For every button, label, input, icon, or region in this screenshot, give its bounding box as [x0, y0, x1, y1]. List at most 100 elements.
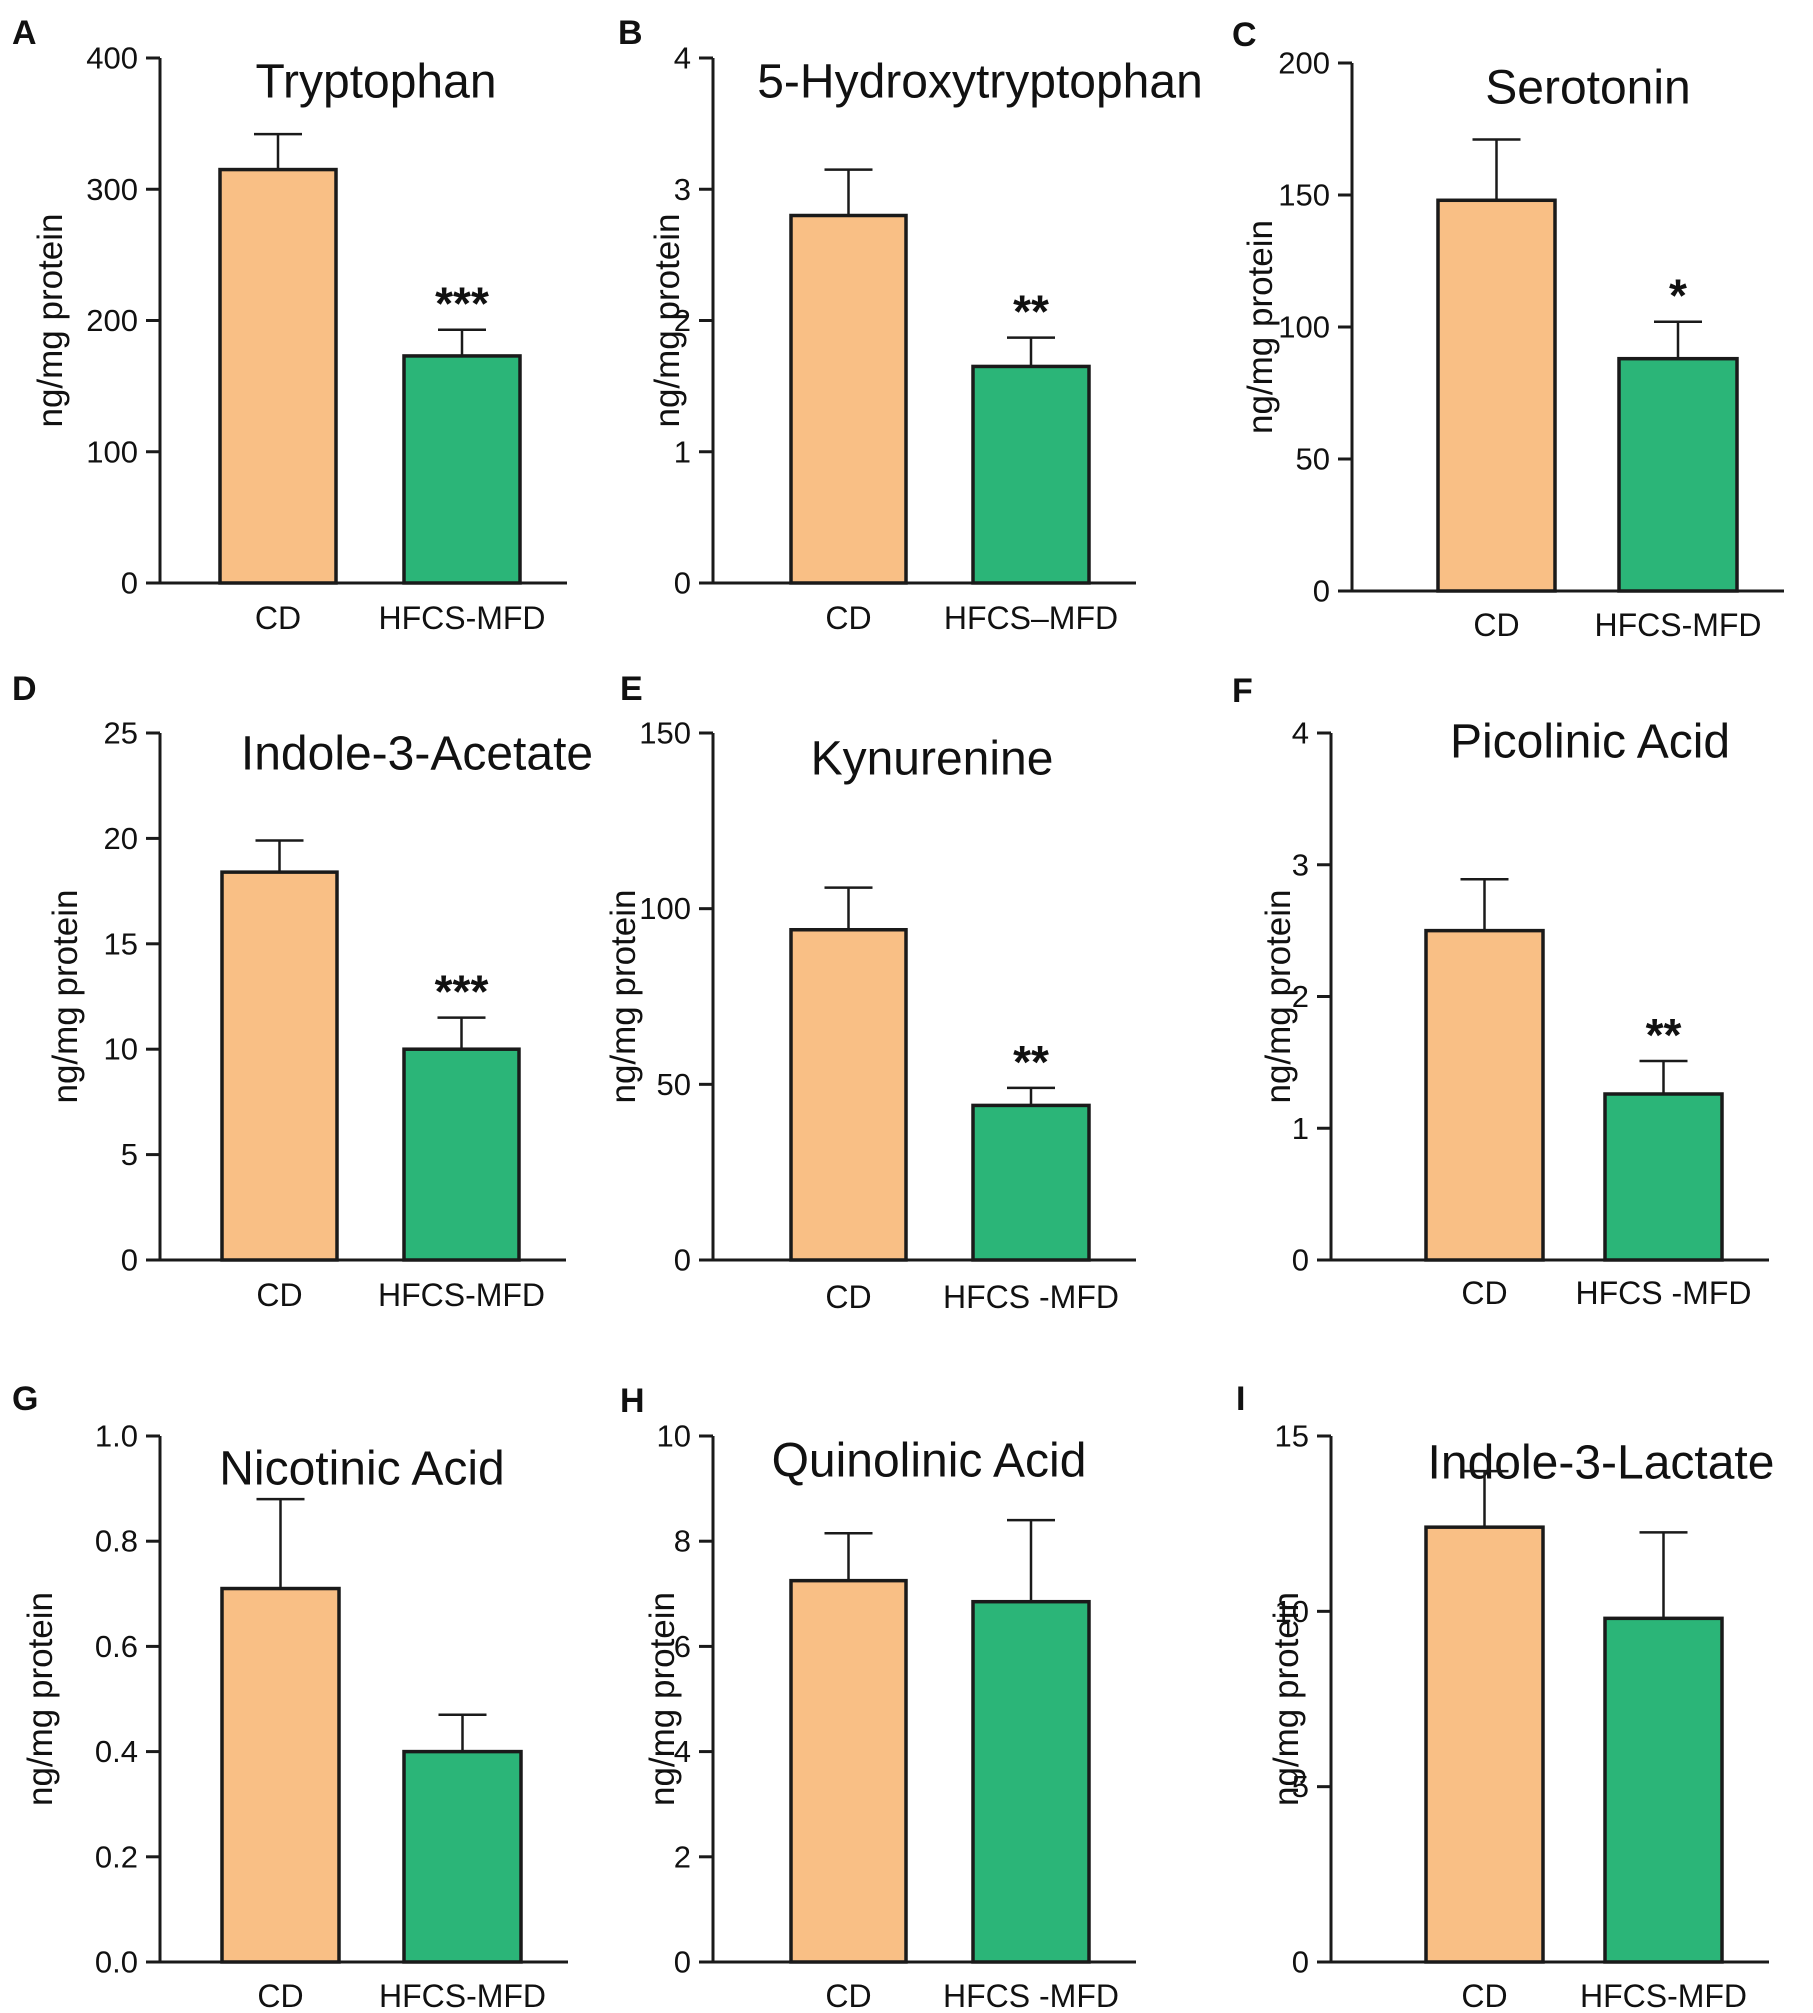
y-tick-label: 4 — [674, 41, 691, 76]
y-tick-label: 20 — [104, 821, 138, 856]
bar-hfcs — [1603, 1616, 1724, 1964]
y-tick-label: 200 — [1278, 46, 1330, 81]
panel-f-picolinic-acid: F Picolinic Acid ng/mg protein 0 1 2 3 4 CD HFCS … — [1232, 672, 1769, 1311]
category-label: CD — [825, 1978, 871, 2013]
category-label: CD — [1461, 1275, 1507, 1311]
y-tick-label: 5 — [121, 1137, 138, 1172]
y-tick-label: 0 — [121, 566, 138, 601]
y-axis-label: ng/mg protein — [604, 889, 643, 1103]
y-tick-label: 50 — [657, 1067, 691, 1102]
chart-title: Indole-3-Acetate — [241, 728, 593, 781]
panel-a-tryptophan: A Tryptophan ng/mg protein 0 100 200 300 400 CD H… — [12, 14, 567, 636]
panel-letter: G — [12, 1380, 38, 1418]
significance-marker: ** — [1013, 286, 1049, 338]
y-tick-label: 10 — [1275, 1594, 1309, 1629]
category-label: HFCS -MFD — [943, 1978, 1119, 2013]
bar-cd — [789, 927, 908, 1262]
bar-cd — [220, 870, 339, 1262]
y-axis-label: ng/mg protein — [643, 1592, 682, 1806]
y-tick-label: 150 — [639, 716, 691, 751]
y-tick-label: 0.6 — [95, 1629, 138, 1664]
y-tick-label: 100 — [639, 891, 691, 926]
chart-title: Kynurenine — [811, 733, 1054, 786]
category-label: HFCS-MFD — [1594, 607, 1761, 643]
y-tick-label: 0 — [674, 1243, 691, 1278]
y-tick-label: 0.8 — [95, 1524, 138, 1559]
y-tick-label: 8 — [674, 1524, 691, 1559]
category-label: CD — [825, 600, 871, 636]
y-tick-label: 0.0 — [95, 1945, 138, 1980]
y-tick-label: 2 — [674, 1839, 691, 1874]
panel-letter: H — [620, 1382, 645, 1420]
y-tick-label: 6 — [674, 1629, 691, 1664]
y-tick-label: 1.0 — [95, 1419, 138, 1454]
chart-title: Quinolinic Acid — [772, 1435, 1087, 1488]
y-tick-label: 0.4 — [95, 1734, 138, 1769]
chart-title: Picolinic Acid — [1450, 716, 1730, 769]
y-axis-label: ng/mg protein — [1241, 220, 1280, 434]
bar-hfcs — [1603, 1092, 1724, 1262]
y-tick-label: 1 — [674, 434, 691, 469]
y-tick-label: 0 — [121, 1243, 138, 1278]
category-label: HFCS-MFD — [379, 1978, 546, 2013]
significance-marker: *** — [435, 966, 489, 1018]
panel-letter: B — [618, 14, 643, 52]
y-axis-label: ng/mg protein — [46, 889, 85, 1103]
chart-title: Tryptophan — [255, 56, 496, 109]
y-axis-label: ng/mg protein — [648, 213, 687, 427]
bar-hfcs — [971, 1103, 1091, 1262]
bar-cd — [218, 167, 338, 585]
category-label: CD — [257, 1978, 303, 2013]
bar-cd — [1424, 928, 1545, 1262]
y-tick-label: 100 — [1278, 310, 1330, 345]
y-tick-label: 300 — [86, 172, 138, 207]
chart-title: 5-Hydroxytryptophan — [757, 56, 1203, 109]
y-tick-label: 5 — [1292, 1769, 1309, 1804]
y-tick-label: 15 — [104, 926, 138, 961]
panel-g-nicotinic-acid: G Nicotinic Acid ng/mg protein 0.0 0.2 0.4 0.6… — [12, 1380, 568, 2013]
category-label: CD — [825, 1279, 871, 1315]
y-tick-label: 0 — [1292, 1243, 1309, 1278]
category-label: CD — [256, 1277, 302, 1313]
y-tick-label: 0 — [674, 566, 691, 601]
panel-letter: I — [1236, 1380, 1245, 1418]
category-label: HFCS -MFD — [1576, 1275, 1752, 1311]
panel-b-5-hydroxytryptophan: B 5-Hydroxytryptophan ng/mg protein 0 1 2 3 4 CD… — [618, 14, 1203, 636]
y-tick-label: 100 — [86, 434, 138, 469]
y-axis-label: ng/mg protein — [1259, 889, 1298, 1103]
bar-hfcs — [402, 1047, 521, 1262]
panel-letter: A — [12, 14, 37, 52]
y-tick-label: 4 — [1292, 716, 1309, 751]
y-tick-label: 0 — [674, 1945, 691, 1980]
y-tick-label: 400 — [86, 41, 138, 76]
y-tick-label: 3 — [674, 172, 691, 207]
y-tick-label: 25 — [104, 716, 138, 751]
panel-e-kynurenine: E Kynurenine ng/mg protein 0 50 100 150 CD HFCS … — [604, 670, 1136, 1315]
bar-cd — [220, 1586, 341, 1964]
y-tick-label: 10 — [104, 1032, 138, 1067]
y-tick-label: 50 — [1296, 442, 1330, 477]
y-tick-label: 1 — [1292, 1111, 1309, 1146]
y-tick-label: 3 — [1292, 847, 1309, 882]
bar-cd — [1424, 1525, 1545, 1964]
significance-marker: ** — [1013, 1036, 1049, 1088]
chart-title: Nicotinic Acid — [219, 1443, 504, 1496]
category-label: HFCS–MFD — [944, 600, 1118, 636]
y-tick-label: 0.2 — [95, 1839, 138, 1874]
y-tick-label: 200 — [86, 303, 138, 338]
category-label: HFCS-MFD — [378, 1277, 545, 1313]
category-label: HFCS -MFD — [943, 1279, 1119, 1315]
bar-hfcs — [971, 364, 1091, 585]
bar-hfcs — [402, 1749, 523, 1964]
panel-c-serotonin: C Serotonin ng/mg protein 0 50 100 150 200 CD HFC… — [1232, 16, 1784, 643]
category-label: CD — [1473, 607, 1519, 643]
chart-title: Serotonin — [1485, 62, 1690, 115]
significance-marker: * — [1669, 270, 1687, 322]
panel-letter: D — [12, 670, 37, 708]
y-axis-label: ng/mg protein — [21, 1592, 60, 1806]
panel-d-indole-3-acetate: D Indole-3-Acetate ng/mg protein 0 5 10 15 20 25… — [12, 670, 593, 1313]
category-label: CD — [255, 600, 301, 636]
y-tick-label: 0 — [1292, 1945, 1309, 1980]
y-tick-label: 10 — [657, 1419, 691, 1454]
bar-cd — [1436, 198, 1557, 593]
